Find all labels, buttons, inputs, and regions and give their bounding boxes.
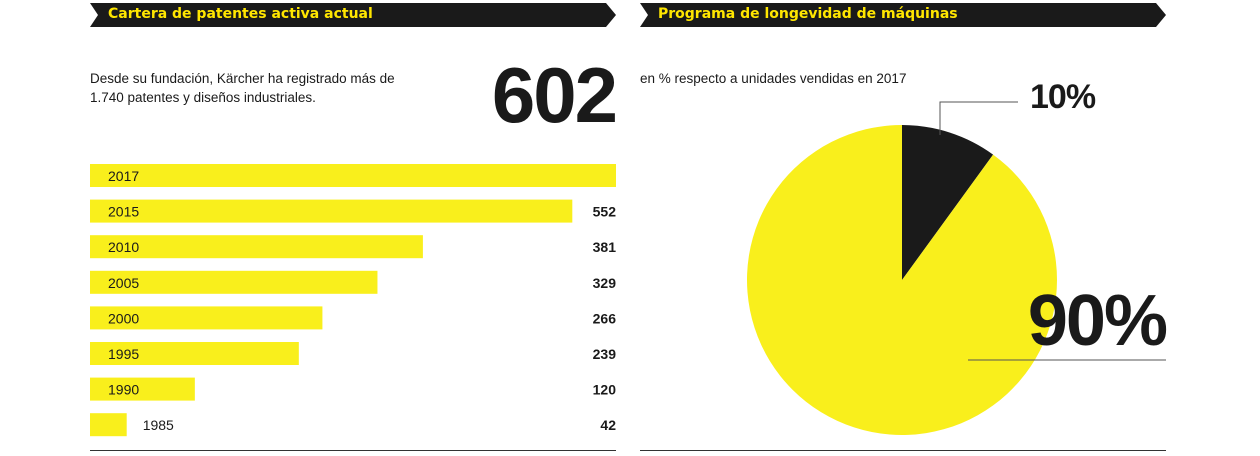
longevity-baseline [640,450,1166,451]
pie-slice-10 [902,125,994,280]
patents-title-banner: Cartera de patentes activa actual [90,3,616,27]
patents-highlight-value: 602 [491,51,618,139]
patents-title: Cartera de patentes activa actual [108,6,373,22]
bar-2005 [90,270,378,294]
pie-slice-90 [747,125,1057,436]
bar-2015 [90,199,573,223]
bar-2017 [90,164,616,187]
longevity-pie-chart: 10% 90% [747,78,1169,436]
bar-value-label: 381 [593,239,617,255]
bar-value-label: 42 [600,417,616,433]
leader-line-10 [939,101,1018,135]
bar-category-label: 2005 [108,275,139,291]
patents-bar-chart: 2017 2015 552 2010 381 2005 329 2000 266 1995 239 1… [90,164,617,437]
bar-category-label: 1985 [143,417,174,433]
pie-label-10: 10% [1030,78,1096,116]
longevity-subtitle: en % respecto a unidades vendidas en 201… [640,71,907,86]
bar-category-label: 1990 [108,382,139,398]
bar-value-label: 266 [593,310,617,326]
pie-label-90: 90% [1028,281,1167,361]
bar-category-label: 2015 [108,204,139,220]
bar-2010 [90,235,423,259]
patents-description: Desde su fundación, Kärcher ha registrad… [90,71,395,105]
bar-1995 [90,342,299,365]
bar-2000 [90,306,323,330]
longevity-title-banner: Programa de longevidad de máquinas [640,3,1166,27]
bar-1985 [90,413,127,437]
bar-1990 [90,377,195,401]
bar-value-label: 552 [593,204,617,220]
bar-category-label: 2017 [108,168,139,184]
bar-value-label: 120 [593,382,617,398]
bar-category-label: 1995 [108,346,139,362]
longevity-title: Programa de longevidad de máquinas [658,6,958,22]
banner-shape [90,3,616,27]
bar-value-label: 239 [593,346,617,362]
patents-baseline [90,450,616,451]
banner-shape [640,3,1166,27]
bar-value-label: 329 [593,275,617,291]
bar-category-label: 2000 [108,310,139,326]
bar-category-label: 2010 [108,239,139,255]
